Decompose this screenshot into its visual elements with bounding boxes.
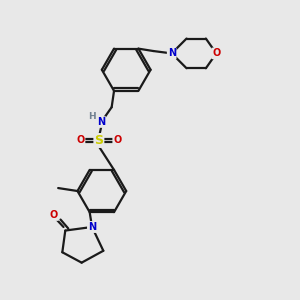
- Text: O: O: [50, 210, 58, 220]
- Text: N: N: [88, 222, 96, 232]
- Text: O: O: [212, 48, 220, 59]
- Text: H: H: [88, 112, 96, 121]
- Text: N: N: [88, 222, 96, 232]
- Text: N: N: [97, 117, 105, 127]
- Text: O: O: [76, 136, 85, 146]
- Text: O: O: [113, 136, 122, 146]
- Text: S: S: [94, 134, 103, 147]
- Text: N: N: [168, 48, 176, 59]
